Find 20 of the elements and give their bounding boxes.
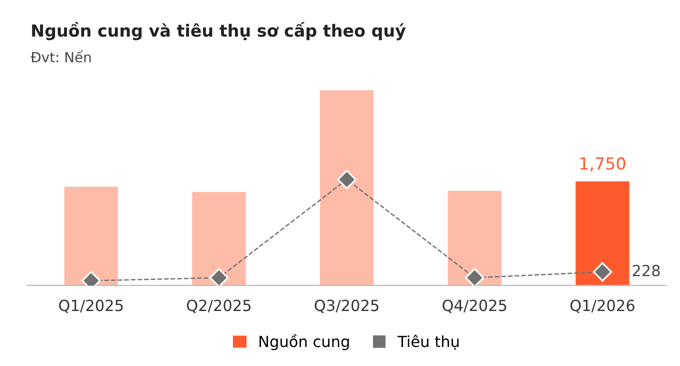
x-tick-label: Q1/2026 (570, 300, 634, 313)
data-label: 1,750 (580, 157, 626, 172)
legend-label: Tiêu thụ (398, 334, 459, 350)
bar (192, 192, 246, 286)
point (209, 268, 229, 286)
bar (320, 90, 374, 286)
legend-label: Nguồn cung (260, 334, 349, 350)
data-label: 228 (632, 264, 660, 276)
point (592, 262, 612, 282)
bar (448, 190, 502, 286)
x-tick-label: Q1/2025 (59, 300, 123, 313)
x-tick-label: Q4/2025 (442, 300, 506, 313)
point (464, 268, 484, 286)
x-tick-label: Q2/2025 (186, 300, 251, 313)
chart-title: Nguồn cung và tiêu thụ sơ cấp theo quý (32, 22, 406, 40)
x-tick-label: Q3/2025 (314, 300, 378, 313)
bar (576, 181, 630, 286)
point (337, 170, 356, 190)
bar (64, 186, 118, 286)
chart-subtitle: Đvt: Nến (30, 50, 91, 62)
